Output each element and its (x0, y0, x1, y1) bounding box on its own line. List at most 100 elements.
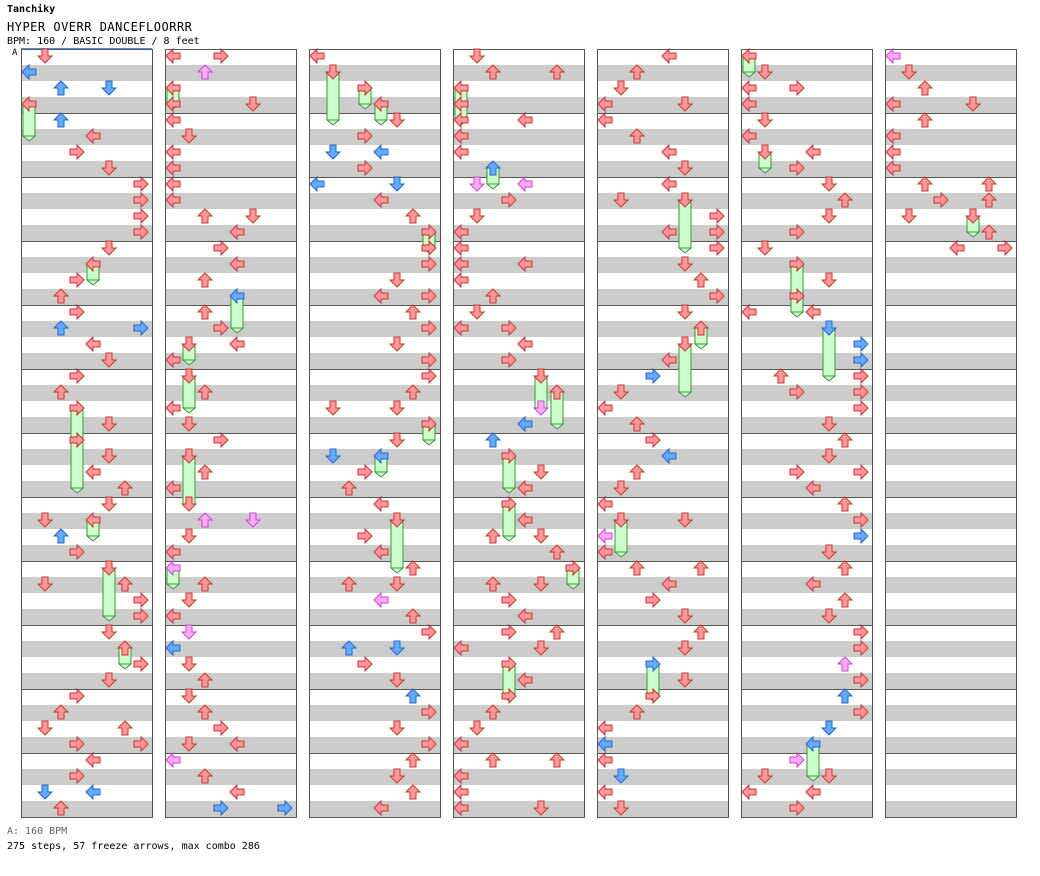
down-arrow (244, 96, 262, 112)
right-arrow (133, 223, 149, 241)
right-arrow (853, 703, 869, 721)
left-arrow (165, 95, 181, 113)
freeze-arrow-tail (485, 183, 501, 190)
beat-stripe (741, 609, 872, 625)
up-arrow (196, 576, 214, 592)
beat-stripe (741, 417, 872, 433)
beat-stripe (165, 577, 296, 593)
left-arrow (165, 191, 181, 209)
beat-stripe (21, 705, 152, 721)
down-arrow (532, 528, 550, 544)
beat-stripe (21, 577, 152, 593)
down-arrow (612, 512, 630, 528)
left-arrow (229, 287, 245, 305)
beat-stripe (165, 609, 296, 625)
down-arrow (180, 496, 198, 512)
beat-stripe (597, 481, 728, 497)
down-arrow (100, 160, 118, 176)
right-arrow (213, 431, 229, 449)
left-arrow (85, 335, 101, 353)
left-arrow (805, 479, 821, 497)
up-arrow (692, 560, 710, 576)
up-arrow (52, 288, 70, 304)
beat-stripe (741, 545, 872, 561)
freeze-arrow-tail (357, 103, 373, 110)
left-arrow (453, 783, 469, 801)
left-arrow (165, 607, 181, 625)
up-arrow (628, 128, 646, 144)
beat-stripe (885, 65, 1016, 81)
down-arrow (388, 768, 406, 784)
down-arrow (36, 48, 54, 64)
beat-stripe (741, 97, 872, 113)
beat-stripe (453, 353, 584, 369)
right-arrow (645, 367, 661, 385)
up-arrow (116, 480, 134, 496)
beat-stripe (165, 65, 296, 81)
left-arrow (517, 335, 533, 353)
beat-stripe (21, 321, 152, 337)
left-arrow (373, 143, 389, 161)
beat-stripe (165, 161, 296, 177)
beat-stripe (741, 129, 872, 145)
beat-stripe (885, 577, 1016, 593)
beat-stripe (597, 289, 728, 305)
down-arrow (180, 448, 198, 464)
song-title: HYPER OVERR DANCEFLOORRR (7, 20, 193, 34)
right-arrow (69, 767, 85, 785)
beat-stripe (165, 417, 296, 433)
up-arrow (484, 288, 502, 304)
left-arrow (453, 223, 469, 241)
beat-stripe (21, 609, 152, 625)
beat-stripe (309, 641, 440, 657)
freeze-arrow-tail (69, 487, 85, 494)
left-arrow (885, 127, 901, 145)
up-arrow (404, 608, 422, 624)
beat-stripe (885, 513, 1016, 529)
down-arrow (244, 208, 262, 224)
beat-stripe (453, 161, 584, 177)
up-arrow (692, 320, 710, 336)
up-arrow (340, 640, 358, 656)
beat-stripe (165, 449, 296, 465)
beat-stripe (597, 193, 728, 209)
left-arrow (517, 671, 533, 689)
beat-stripe (165, 801, 296, 817)
down-arrow (964, 208, 982, 224)
left-arrow (661, 223, 677, 241)
up-arrow (196, 768, 214, 784)
right-arrow (501, 447, 517, 465)
down-arrow (676, 96, 694, 112)
up-arrow (548, 544, 566, 560)
beat-stripe (309, 609, 440, 625)
beat-stripe (309, 769, 440, 785)
down-arrow (612, 192, 630, 208)
down-arrow (180, 592, 198, 608)
left-arrow (597, 399, 613, 417)
beat-stripe (885, 545, 1016, 561)
up-arrow (548, 64, 566, 80)
right-arrow (213, 239, 229, 257)
right-arrow (789, 159, 805, 177)
down-arrow (388, 672, 406, 688)
beat-stripe (21, 801, 152, 817)
beat-stripe (453, 801, 584, 817)
left-arrow (229, 735, 245, 753)
left-arrow (165, 111, 181, 129)
left-arrow (661, 447, 677, 465)
freeze-arrow-tail (565, 583, 581, 590)
artist-name: Tanchiky (7, 4, 56, 15)
down-arrow (756, 240, 774, 256)
left-arrow (453, 95, 469, 113)
beat-stripe (741, 705, 872, 721)
down-arrow (100, 448, 118, 464)
beat-stripe (309, 225, 440, 241)
beat-stripe (309, 513, 440, 529)
right-arrow (709, 287, 725, 305)
down-arrow (756, 144, 774, 160)
right-arrow (421, 367, 437, 385)
beat-stripe (741, 257, 872, 273)
down-arrow (388, 400, 406, 416)
right-arrow (133, 591, 149, 609)
left-arrow (661, 175, 677, 193)
